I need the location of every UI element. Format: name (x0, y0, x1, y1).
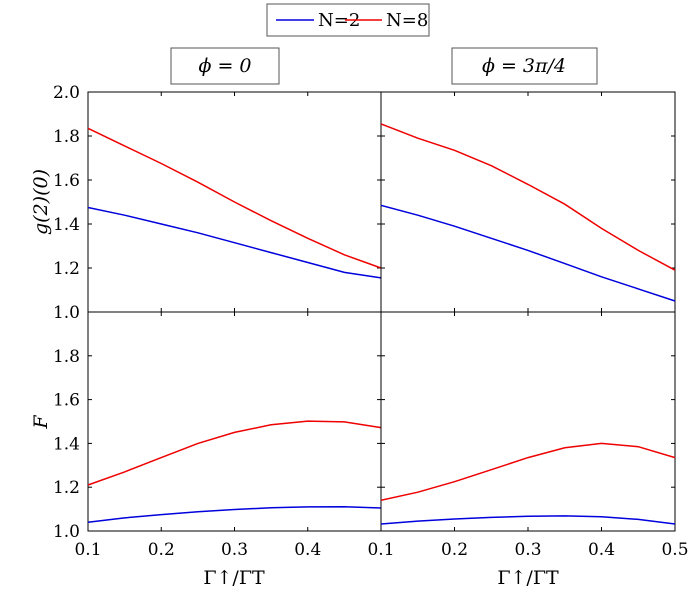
y-tick-label: 2.0 (53, 83, 80, 103)
panel-frame (380, 91, 676, 313)
x-tick-label: 0.3 (221, 540, 248, 560)
legend-label-n8: N=8 (386, 10, 428, 31)
panel-title-left-frame (170, 47, 280, 85)
series-line-n2 (87, 505, 382, 523)
panel-title-right-frame (451, 47, 598, 85)
x-tick-label: 0.4 (588, 540, 615, 560)
y-tick-label: 1.2 (53, 478, 80, 498)
y-axis-label-bottom: F (30, 415, 52, 430)
series-line-n2 (380, 515, 676, 525)
panel-bottom-right: 0.1 0.2 0.3 0.4 0.5 (367, 311, 689, 560)
x-tick-label: 0.2 (148, 540, 175, 560)
legend: N=2 N=8 (266, 3, 430, 37)
series-line-n2 (87, 206, 382, 279)
panel-frame (380, 311, 676, 532)
panel-title-left: ϕ = 0 (170, 47, 280, 85)
y-axis-label-top: g(2)(0) (30, 169, 52, 235)
y-tick-label: 1.6 (53, 391, 80, 411)
y-tick-label: 1.6 (53, 171, 80, 191)
panel-title-right: ϕ = 3π/4 (451, 47, 598, 85)
series-line-n8 (87, 127, 382, 269)
series-line-n2 (380, 204, 676, 302)
series-line-n8 (87, 420, 382, 486)
y-tick-label: 1.0 (53, 303, 80, 323)
y-tick-label: 1.0 (53, 522, 80, 542)
x-tick-label: 0.1 (74, 540, 101, 560)
x-tick-label: 0.5 (661, 540, 688, 560)
x-axis-label-right: Γ↑/ΓT (497, 567, 559, 589)
x-tick-label: 0.4 (294, 540, 321, 560)
legend-label-n2: N=2 (318, 10, 360, 31)
plot-area: 1.01.21.41.61.82.01.01.21.41.61.80.1 0.2 0… (53, 83, 689, 560)
series-line-n8 (380, 442, 676, 502)
panel-top-left: 1.0 1.2 1.4 1.6 1.8 2.0 (53, 83, 382, 323)
y-tick-label: 1.4 (53, 215, 80, 235)
y-tick-label: 1.4 (53, 434, 80, 454)
x-tick-label: 0.3 (514, 540, 541, 560)
x-axis-label-left: Γ↑/ΓT (203, 567, 265, 589)
panel-title-left-text: ϕ = 0 (198, 55, 251, 77)
y-tick-label: 1.8 (53, 127, 80, 147)
x-tick-label: 0.1 (367, 540, 394, 560)
panel-top-right (380, 91, 676, 313)
panel-bottom-left: 1.0 1.2 1.4 1.6 1.8 0.1 0.2 0.3 0.4 (53, 311, 382, 560)
y-tick-label: 1.8 (53, 347, 80, 367)
x-tick-label: 0.2 (441, 540, 468, 560)
series-line-n8 (380, 123, 676, 271)
panel-title-right-text: ϕ = 3π/4 (482, 55, 566, 77)
y-tick-label: 1.2 (53, 259, 80, 279)
